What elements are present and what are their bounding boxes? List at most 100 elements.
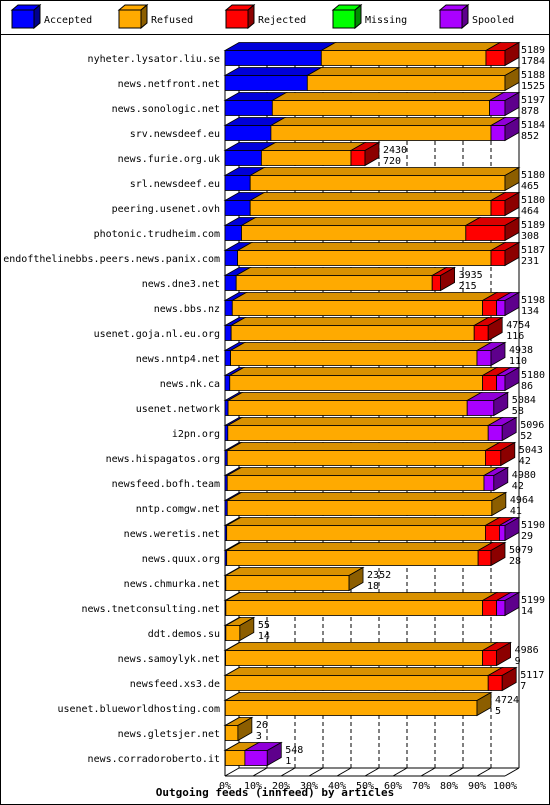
x-tick-label: 80%: [440, 781, 458, 792]
bar-segment-refused: [306, 75, 506, 91]
offered-count: 3935: [459, 270, 483, 281]
bar-segment-refused: [226, 525, 486, 541]
row-label: srl.newsdeef.eu: [130, 179, 220, 190]
row-label: usenet.network: [136, 404, 220, 415]
bar-segment-refused: [226, 475, 485, 491]
accepted-count: 878: [521, 106, 539, 117]
bar-side: [493, 391, 509, 417]
bar-segment-accepted: [224, 225, 242, 241]
bar-side: [504, 591, 520, 617]
accepted-count: 86: [521, 381, 533, 392]
bar-top-refused: [305, 67, 521, 76]
bar-segment-accepted: [224, 100, 273, 116]
legend-swatch: [11, 9, 35, 29]
floor-tick: [476, 767, 492, 777]
accepted-count: 5: [495, 706, 501, 717]
accepted-count: 1525: [521, 81, 545, 92]
bar-segment-refused: [271, 100, 491, 116]
floor-tick: [280, 767, 296, 777]
bar-top-refused: [230, 292, 499, 301]
legend-label: Refused: [151, 15, 193, 26]
bar-segment-spooled: [489, 100, 506, 116]
offered-count: 5190: [521, 520, 545, 531]
row-label: news.dne3.net: [142, 279, 220, 290]
bar-side: [501, 666, 517, 692]
row-label: news.chmurka.net: [124, 579, 220, 590]
floor-tick: [252, 767, 268, 777]
bar-row: [223, 366, 521, 392]
bar-row: [223, 591, 521, 617]
legend-item-refused: Refused: [117, 3, 193, 30]
bar-side: [491, 491, 507, 517]
bar-segment-spooled: [487, 425, 503, 441]
accepted-count: 18: [367, 581, 379, 592]
accepted-count: 14: [258, 631, 270, 642]
bar-segment-rejected: [484, 525, 500, 541]
accepted-count: 3: [256, 731, 262, 742]
bar-side: [504, 116, 520, 142]
offered-count: 5198: [521, 295, 545, 306]
floor-tick: [308, 767, 324, 777]
bar-top-refused: [225, 492, 508, 501]
bar-segment-spooled: [466, 400, 495, 416]
row-label: i2pn.org: [172, 429, 220, 440]
legend-label: Rejected: [258, 15, 306, 26]
legend-item-rejected: Rejected: [224, 3, 306, 30]
offered-count: 26: [256, 720, 268, 731]
bar-segment-accepted: [224, 350, 231, 366]
bar-top-refused: [240, 217, 482, 226]
bar-segment-rejected: [490, 250, 506, 266]
row-label: news.bbs.nz: [154, 304, 220, 315]
row-label: news.nk.ca: [160, 379, 220, 390]
offered-count: 4980: [512, 470, 536, 481]
bar-segment-refused: [270, 125, 492, 141]
bar-segment-spooled: [490, 125, 506, 141]
bar-top-refused: [225, 442, 501, 451]
offered-count: 2430: [383, 145, 407, 156]
bar-top-accepted: [223, 42, 337, 51]
offered-count: 4754: [506, 320, 530, 331]
bar-side: [266, 741, 282, 767]
bar-segment-refused: [225, 575, 350, 591]
row-label: ddt.demos.su: [148, 629, 220, 640]
bar-side: [504, 291, 520, 317]
accepted-count: 116: [506, 331, 524, 342]
bar-segment-accepted: [224, 325, 232, 341]
bar-top-refused: [229, 342, 493, 351]
bar-top-accepted: [223, 67, 323, 76]
offered-count: 5043: [519, 445, 543, 456]
bar-segment-rejected: [473, 325, 489, 341]
bar-segment-accepted: [224, 200, 251, 216]
x-tick-label: 70%: [412, 781, 430, 792]
x-tick-label: 20%: [272, 781, 290, 792]
offered-count: 5079: [509, 545, 533, 556]
bar-segment-rejected: [431, 275, 442, 291]
bar-segment-accepted: [224, 300, 233, 316]
bar-side: [493, 466, 509, 492]
floor-tick: [420, 767, 436, 777]
bar-segment-rejected: [485, 50, 506, 66]
offered-count: 4724: [495, 695, 519, 706]
bar-top-refused: [223, 667, 504, 676]
bar-side: [504, 241, 520, 267]
row-label: news.quux.org: [142, 554, 220, 565]
bar-segment-refused: [224, 675, 489, 691]
bar-segment-rejected: [482, 300, 498, 316]
offered-count: 5117: [520, 670, 544, 681]
accepted-count: 215: [459, 281, 477, 292]
legend-swatch: [439, 9, 463, 29]
accepted-count: 42: [519, 456, 531, 467]
offered-count: 5180: [521, 370, 545, 381]
accepted-count: 41: [510, 506, 522, 517]
count-labels: 5189178451881525519787851848522430720518…: [256, 45, 545, 767]
bar-top-refused: [226, 417, 504, 426]
accepted-count: 110: [509, 356, 527, 367]
accepted-count: 1: [285, 756, 291, 767]
bar-top-refused: [223, 692, 493, 701]
offered-count: 5180: [521, 195, 545, 206]
bar-segment-accepted: [224, 125, 272, 141]
row-label: srv.newsdeef.eu: [130, 129, 220, 140]
bar-side: [504, 191, 520, 217]
bar-segment-spooled: [476, 350, 492, 366]
accepted-count: 42: [512, 481, 524, 492]
